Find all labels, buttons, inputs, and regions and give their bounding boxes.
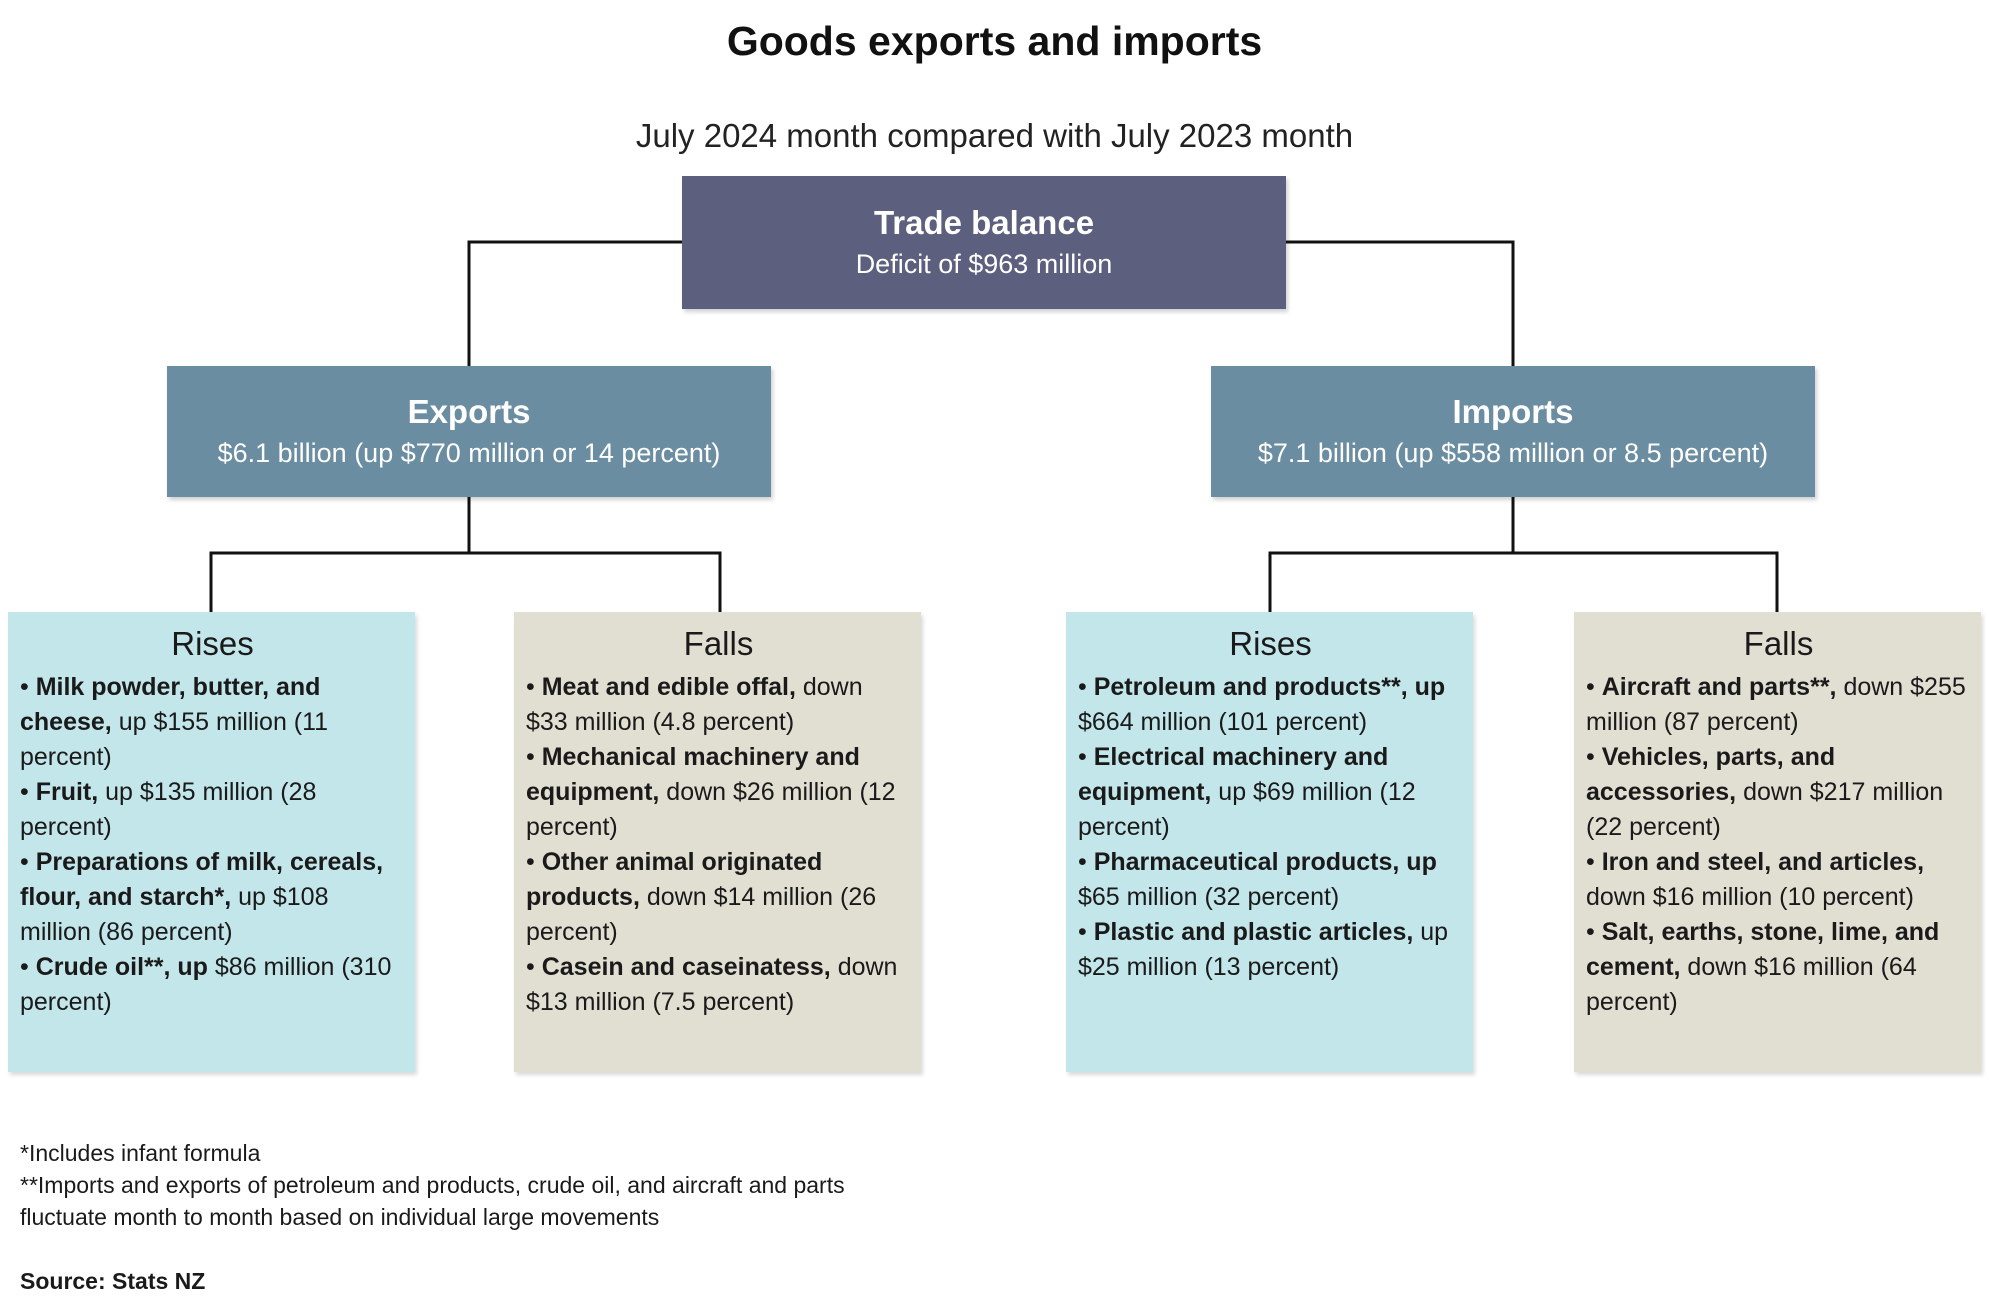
item-value: $86 million (310 percent) [20,953,392,1016]
item-value: down $33 million (4.8 percent) [526,673,863,736]
item-value: down $13 million (7.5 percent) [526,953,898,1016]
item-value: $664 million (101 percent) [1078,708,1368,736]
item-label: Mechanical machinery and equipment, [526,743,860,806]
list-item: • Vehicles, parts, and accessories, down… [1586,743,1944,841]
diagram-subtitle: July 2024 month compared with July 2023 … [635,117,1354,154]
connector-balance-imports [1286,240,1515,366]
item-value: down $16 million (64 percent) [1586,953,1917,1016]
list-item: • Crude oil**, up $86 million (310 perce… [20,953,392,1016]
item-label: Iron and steel, and articles, [1601,848,1925,876]
source-note: Source: Stats NZ [20,1268,206,1294]
connector-balance-exports [467,240,682,366]
item-value: up $69 million (12 percent) [1078,778,1416,841]
list-item: • Petroleum and products**, up $664 mill… [1078,673,1446,736]
item-label: Aircraft and parts**, [1601,673,1837,701]
connector-exports-branch [209,551,722,612]
trade-balance-box: Trade balance Deficit of $963 million [682,176,1286,309]
exports-detail: $6.1 billion (up $770 million or 14 perc… [217,437,721,468]
list-item: • Pharmaceutical products, up $65 millio… [1078,848,1437,911]
item-label: Salt, earths, stone, lime, and cement, [1586,918,1940,981]
footnote-infant-formula: *Includes infant formula [20,1140,261,1166]
exports-falls-box: Falls • Meat and edible offal, down $33 … [514,612,921,1072]
exports-falls-heading: Falls [683,625,754,662]
item-value: up $108 million (86 percent) [20,883,329,946]
list-item: • Fruit, up $135 million (28 percent) [20,778,317,841]
exports-rises-box: Rises • Milk powder, butter, and cheese,… [8,612,415,1072]
item-label: Petroleum and products**, up [1093,673,1446,701]
item-value: up $135 million (28 percent) [20,778,317,841]
exports-box: Exports $6.1 billion (up $770 million or… [167,366,771,497]
imports-box: Imports $7.1 billion (up $558 million or… [1211,366,1815,497]
item-label: Milk powder, butter, and cheese, [20,673,321,736]
exports-heading: Exports [407,392,531,430]
list-item: • Other animal originated products, down… [526,848,877,946]
trade-balance-detail: Deficit of $963 million [855,248,1113,279]
item-value: up $155 million (11 percent) [20,708,329,771]
item-value: down $16 million (10 percent) [1586,883,1914,911]
item-value: $65 million (32 percent) [1078,883,1340,911]
imports-falls-heading: Falls [1743,625,1814,662]
trade-balance-heading: Trade balance [873,203,1095,241]
item-value: down $14 million (26 percent) [526,883,877,946]
imports-falls-box: Falls • Aircraft and parts**, down $255 … [1574,612,1981,1072]
list-item: • Plastic and plastic articles, up $25 m… [1078,918,1449,981]
list-item: • Mechanical machinery and equipment, do… [526,743,896,841]
list-item: • Aircraft and parts**, down $255 millio… [1586,673,1966,736]
imports-rises-heading: Rises [1229,625,1312,662]
item-label: Pharmaceutical products, up [1093,848,1437,876]
list-item: • Electrical machinery and equipment, up… [1078,743,1416,841]
footnote-fluctuation: **Imports and exports of petroleum and p… [20,1172,845,1230]
list-item: • Casein and caseinatess, down $13 milli… [526,953,898,1016]
diagram-title: Goods exports and imports [726,18,1263,64]
list-item: • Milk powder, butter, and cheese, up $1… [20,673,329,771]
item-label: Casein and caseinatess, [541,953,831,981]
imports-heading: Imports [1452,392,1574,430]
item-label: Electrical machinery and equipment, [1078,743,1389,806]
item-label: Crude oil**, up [35,953,208,981]
connector-imports-branch [1268,551,1779,612]
item-label: Other animal originated products, [526,848,823,911]
exports-rises-heading: Rises [171,625,254,662]
footnotes: *Includes infant formula **Imports and e… [20,1137,920,1233]
list-item: • Salt, earths, stone, lime, and cement,… [1586,918,1940,1016]
item-label: Fruit, [35,778,99,806]
list-item: • Preparations of milk, cereals, flour, … [20,848,384,946]
item-value: down $26 million (12 percent) [526,778,896,841]
item-value: up $25 million (13 percent) [1078,918,1449,981]
imports-rises-box: Rises • Petroleum and products**, up $66… [1066,612,1473,1072]
item-label: Preparations of milk, cereals, flour, an… [20,848,384,911]
item-label: Plastic and plastic articles, [1093,918,1414,946]
item-value: down $255 million (87 percent) [1586,673,1966,736]
item-label: Meat and edible offal, [541,673,796,701]
item-label: Vehicles, parts, and accessories, [1586,743,1836,806]
item-value: down $217 million (22 percent) [1586,778,1944,841]
list-item: • Iron and steel, and articles, down $16… [1586,848,1925,911]
list-item: • Meat and edible offal, down $33 millio… [526,673,863,736]
imports-detail: $7.1 billion (up $558 million or 8.5 per… [1257,437,1769,468]
